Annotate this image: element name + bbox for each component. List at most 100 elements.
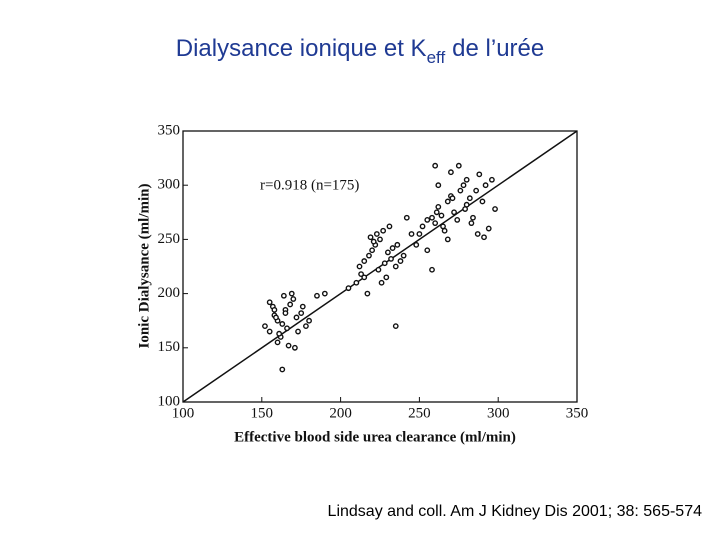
point xyxy=(295,328,301,335)
point xyxy=(440,223,446,230)
point xyxy=(303,323,309,330)
y-axis-label: Ionic Dialysance (ml/min) xyxy=(136,184,152,349)
point xyxy=(291,344,298,351)
point xyxy=(429,214,435,221)
point xyxy=(457,187,464,194)
point xyxy=(266,299,273,306)
x-tick-label: 300 xyxy=(487,405,510,421)
point xyxy=(273,314,279,321)
citation: Lindsay and coll. Am J Kidney Dis 2001; … xyxy=(328,503,703,520)
point xyxy=(377,236,383,243)
point xyxy=(361,258,368,264)
x-tick-label: 350 xyxy=(566,405,589,421)
point xyxy=(358,271,364,277)
point xyxy=(361,274,368,281)
point xyxy=(479,198,486,205)
point xyxy=(460,182,467,189)
point xyxy=(392,263,399,270)
point xyxy=(380,227,387,234)
point xyxy=(470,214,476,221)
point xyxy=(424,216,431,223)
y-tick-label: 200 xyxy=(158,285,181,301)
point xyxy=(370,238,377,245)
point xyxy=(403,214,410,221)
point xyxy=(389,245,396,251)
point xyxy=(429,266,435,273)
point xyxy=(394,241,401,248)
title-text: de l’urée xyxy=(452,35,544,62)
point xyxy=(293,314,300,321)
point xyxy=(279,366,286,373)
y-tick-label: 250 xyxy=(158,231,181,247)
point xyxy=(285,342,292,349)
point xyxy=(451,209,457,216)
slide-title: Dialysance ionique et Keff de l’urée xyxy=(176,35,544,67)
point xyxy=(397,258,404,264)
point xyxy=(463,176,470,183)
plot-frame xyxy=(182,130,578,403)
point xyxy=(375,266,382,273)
point xyxy=(280,292,287,299)
point xyxy=(279,321,286,327)
point xyxy=(306,317,312,324)
point xyxy=(400,252,407,259)
y-tick-label: 300 xyxy=(158,177,181,193)
point xyxy=(476,171,483,178)
point xyxy=(473,187,480,194)
point xyxy=(262,323,268,330)
point xyxy=(455,162,462,169)
point xyxy=(378,279,385,286)
point xyxy=(466,195,473,202)
point xyxy=(290,296,297,302)
point xyxy=(492,206,498,212)
point xyxy=(413,241,420,248)
point xyxy=(392,323,399,330)
point xyxy=(432,162,439,169)
point xyxy=(383,274,390,281)
point xyxy=(488,176,495,183)
point xyxy=(449,195,456,202)
point xyxy=(298,310,305,317)
x-tick-label: 150 xyxy=(251,405,274,421)
point xyxy=(482,182,489,189)
point xyxy=(276,330,283,337)
point xyxy=(468,220,475,227)
y-tick-label: 100 xyxy=(158,393,181,409)
point xyxy=(364,290,371,297)
x-axis-label: Effective blood side urea clearance (ml/… xyxy=(234,429,516,445)
point xyxy=(444,198,451,205)
x-tick-label: 100 xyxy=(172,405,195,421)
point xyxy=(299,303,306,310)
point xyxy=(266,328,273,335)
y-tick-label: 350 xyxy=(158,122,181,138)
x-tick-label: 250 xyxy=(408,405,431,421)
title-text: Dialysance ionique et K xyxy=(176,35,427,62)
y-tick-label: 150 xyxy=(158,339,181,355)
point xyxy=(271,306,278,313)
point xyxy=(366,252,372,259)
point xyxy=(386,223,393,230)
point xyxy=(369,247,376,254)
point xyxy=(367,234,374,241)
point xyxy=(481,234,487,241)
point xyxy=(435,182,442,189)
point xyxy=(288,290,295,297)
point xyxy=(321,290,328,297)
point xyxy=(314,292,320,299)
point xyxy=(448,169,454,176)
point xyxy=(381,260,388,267)
point xyxy=(438,212,445,219)
point xyxy=(416,231,423,237)
point xyxy=(419,223,426,230)
point xyxy=(424,247,431,254)
point xyxy=(345,285,352,292)
point xyxy=(373,231,380,237)
point xyxy=(462,206,469,212)
point xyxy=(454,216,461,223)
point xyxy=(388,256,394,262)
annotation: r=0.918 (n=175) xyxy=(260,177,359,193)
point xyxy=(444,236,451,243)
point xyxy=(432,220,439,227)
point xyxy=(287,301,294,308)
